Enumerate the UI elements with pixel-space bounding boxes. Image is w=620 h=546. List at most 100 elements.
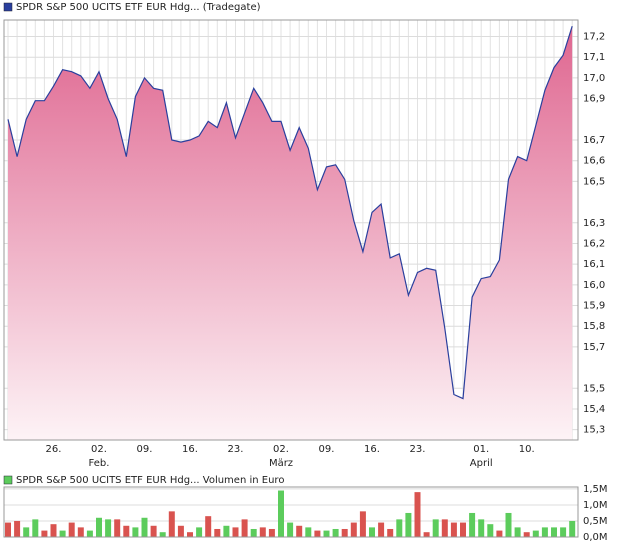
x-tick-label: 23. [228,444,244,455]
y-tick-label: 15,5 [583,383,605,394]
volume-bar [223,525,230,537]
y-tick-label: 15,8 [583,321,605,332]
x-tick-label: 23. [410,444,426,455]
x-tick-label: 26. [46,444,62,455]
y-tick-label: 1,5M [583,484,608,495]
volume-bar [305,527,312,537]
x-tick-label: 10. [519,444,535,455]
volume-bar [323,530,330,537]
x-tick-label: 09. [319,444,335,455]
y-tick-label: 16,3 [583,218,605,229]
volume-bar [50,524,57,537]
volume-bar [405,512,412,537]
x-tick-label: 16. [364,444,380,455]
x-tick-label: 16. [182,444,198,455]
y-tick-label: 16,6 [583,156,605,167]
legend-label: SPDR S&P 500 UCITS ETF EUR Hdg... (Trade… [16,2,261,13]
y-tick-label: 16,7 [583,135,605,146]
volume-bar [432,519,439,537]
volume-bar [41,530,48,537]
volume-bar [532,530,539,537]
volume-bar [414,492,421,537]
volume-bar [496,530,503,537]
volume-bar [350,522,357,537]
y-tick-label: 16,2 [583,238,605,249]
volume-bar [68,522,75,537]
volume-bar [396,519,403,537]
volume-bar [469,512,476,537]
volume-bar [96,517,102,537]
volume-bar [523,532,530,537]
y-tick-label: 17,2 [583,32,605,43]
volume-bar [32,519,39,537]
y-tick-label: 1,0M [583,500,608,511]
volume-bar [460,522,466,537]
y-tick-label: 0,5M [583,516,608,527]
volume-bar [441,519,448,537]
volume-bar [387,528,394,537]
y-tick-label: 16,9 [583,94,605,105]
volume-bar [359,511,366,537]
volume-bar [296,525,303,537]
y-tick-label: 15,7 [583,342,605,353]
y-tick-label: 17,0 [583,73,605,84]
volume-bar [187,532,193,537]
x-month-label: April [470,458,493,469]
volume-bar [196,527,203,537]
x-tick-label: 02. [273,444,289,455]
volume-bar [59,530,66,537]
volume-bar [150,525,157,537]
x-month-label: Feb. [89,458,110,469]
volume-bar [214,528,221,537]
y-tick-label: 15,9 [583,301,605,312]
volume-bar [141,517,148,537]
volume-bar [268,528,275,537]
volume-bar [560,527,567,537]
x-month-label: März [269,458,293,469]
volume-bar [14,520,21,537]
volume-bar [514,527,521,537]
volume-bar [487,524,494,537]
volume-bar [159,532,166,537]
volume-bar [132,527,139,537]
volume-bar [168,511,175,537]
y-tick-label: 0,0M [583,532,608,543]
volume-bar [105,519,112,537]
x-tick-label: 09. [137,444,153,455]
area [8,26,573,440]
volume-bar [314,530,321,537]
volume-bar [478,519,485,537]
plot-frame [3,19,579,441]
volume-bar [205,516,212,537]
y-tick-label: 16,5 [583,176,605,187]
volume-bar [5,522,11,537]
x-tick-label: 01. [473,444,489,455]
volume-bar [250,528,257,537]
volume-bar [232,527,239,537]
volume-bar [551,527,557,537]
volume-bar [505,512,512,537]
y-tick-label: 16,0 [583,280,605,291]
volume-bar [77,527,84,537]
legend-label: SPDR S&P 500 UCITS ETF EUR Hdg... Volume… [16,475,284,486]
volume-bar [569,520,576,537]
volume-bar [23,527,30,537]
legend-swatch [3,2,13,12]
volume-bar [86,530,93,537]
y-tick-label: 15,4 [583,404,605,415]
volume-bar [378,522,385,537]
legend-swatch [3,475,13,485]
volume-bar [259,527,266,537]
volume-bar [114,519,121,537]
y-tick-label: 15,3 [583,425,605,436]
volume-bar [241,519,248,537]
volume-bar [278,490,284,537]
volume-bar [287,522,294,537]
volume-bar [541,527,548,537]
volume-bar [123,525,130,537]
y-tick-label: 17,1 [583,52,605,63]
volume-bar [450,522,457,537]
y-tick-label: 16,1 [583,259,605,270]
plot-frame [3,486,579,538]
